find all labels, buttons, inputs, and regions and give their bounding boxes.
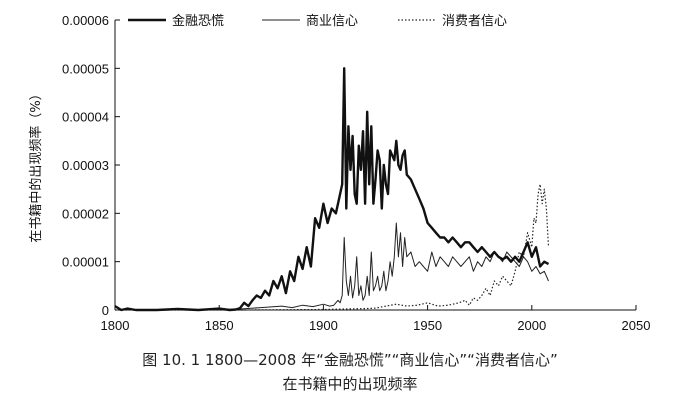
- axes: 1800 1850 1900 1950 2000 2050 0 0.00001 0.00002 0…: [62, 13, 650, 333]
- legend-label-3: 消费者信心: [442, 14, 507, 29]
- x-tick-label: 2050: [622, 318, 651, 333]
- x-tick-label: 1900: [309, 318, 338, 333]
- series-line-3: [115, 183, 550, 311]
- legend-label-1: 金融恐慌: [172, 13, 224, 29]
- x-tick-label: 1950: [413, 318, 442, 333]
- y-tick-label: 0.00005: [62, 61, 109, 76]
- y-tick-label: 0.00006: [62, 13, 109, 28]
- legend-label-2: 商业信心: [306, 14, 358, 29]
- line-chart: 1800 1850 1900 1950 2000 2050 0 0.00001 0.00002 0…: [28, 13, 650, 333]
- y-tick-label: 0.00001: [62, 255, 109, 270]
- figure-caption-line-2: 在书籍中的出现频率: [282, 375, 418, 393]
- x-tick-label: 1800: [101, 318, 130, 333]
- y-tick-label: 0: [102, 303, 109, 318]
- y-axis-label: 在书籍中的出现频率（%）: [28, 87, 44, 242]
- legend: 金融恐慌 商业信心 消费者信心: [128, 13, 507, 29]
- series-line-2: [115, 222, 549, 311]
- series-line-1: [114, 67, 550, 312]
- x-tick-label: 2000: [517, 318, 546, 333]
- x-tick-label: 1850: [205, 318, 234, 333]
- y-tick-label: 0.00002: [62, 206, 109, 221]
- y-tick-label: 0.00004: [62, 110, 109, 125]
- figure-caption-line-1: 图 10. 1 1800—2008 年“金融恐慌”“商业信心”“消费者信心”: [142, 351, 558, 369]
- y-tick-label: 0.00003: [62, 158, 109, 173]
- series-layer: [114, 67, 550, 312]
